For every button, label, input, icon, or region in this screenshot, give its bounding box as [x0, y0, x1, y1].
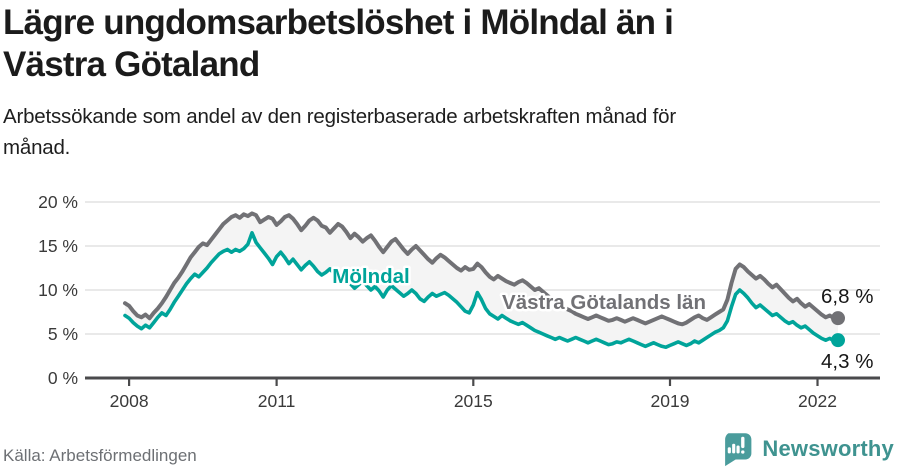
y-tick-label: 10 % — [38, 280, 78, 300]
x-tick-label: 2008 — [110, 391, 149, 411]
series-end-value-label: 6,8 % — [821, 285, 873, 308]
series-end-dot — [831, 311, 845, 326]
y-tick-label: 15 % — [38, 236, 78, 256]
newsworthy-logo: Newsworthy — [719, 431, 894, 467]
y-tick-label: 0 % — [48, 368, 78, 388]
between-series-area — [125, 213, 838, 348]
series-line-region — [123, 211, 840, 327]
newsworthy-wordmark: Newsworthy — [762, 436, 894, 461]
series-line-municipality — [123, 230, 840, 349]
page-subtitle: Arbetssökande som andel av den registerb… — [3, 105, 676, 159]
series-label: Västra Götalands län — [502, 291, 706, 314]
x-tick-label: 2015 — [454, 391, 493, 411]
x-tick-label: 2019 — [651, 391, 690, 411]
x-tick-label: 2022 — [798, 391, 837, 411]
series-end-dot — [831, 333, 845, 348]
line-chart-canvas: 2008 2011 2015 2019 2022 0 % 5 % 10 % 15 % 20 % Vä… — [38, 192, 880, 411]
x-tick-label: 2011 — [258, 391, 296, 411]
series-label: Mölndal — [332, 265, 409, 288]
page-title: Lägre ungdomsarbetslöshet i Mölndal än i… — [3, 3, 674, 84]
chart-header: Lägre ungdomsarbetslöshet i Mölndal än i… — [3, 0, 883, 163]
y-tick-label: 20 % — [38, 192, 78, 212]
y-tick-label: 5 % — [48, 324, 78, 344]
newsworthy-bubble-chart-icon — [725, 433, 752, 467]
series-end-value-label: 4,3 % — [821, 350, 873, 373]
source-note: Källa: Arbetsförmedlingen — [3, 446, 197, 465]
